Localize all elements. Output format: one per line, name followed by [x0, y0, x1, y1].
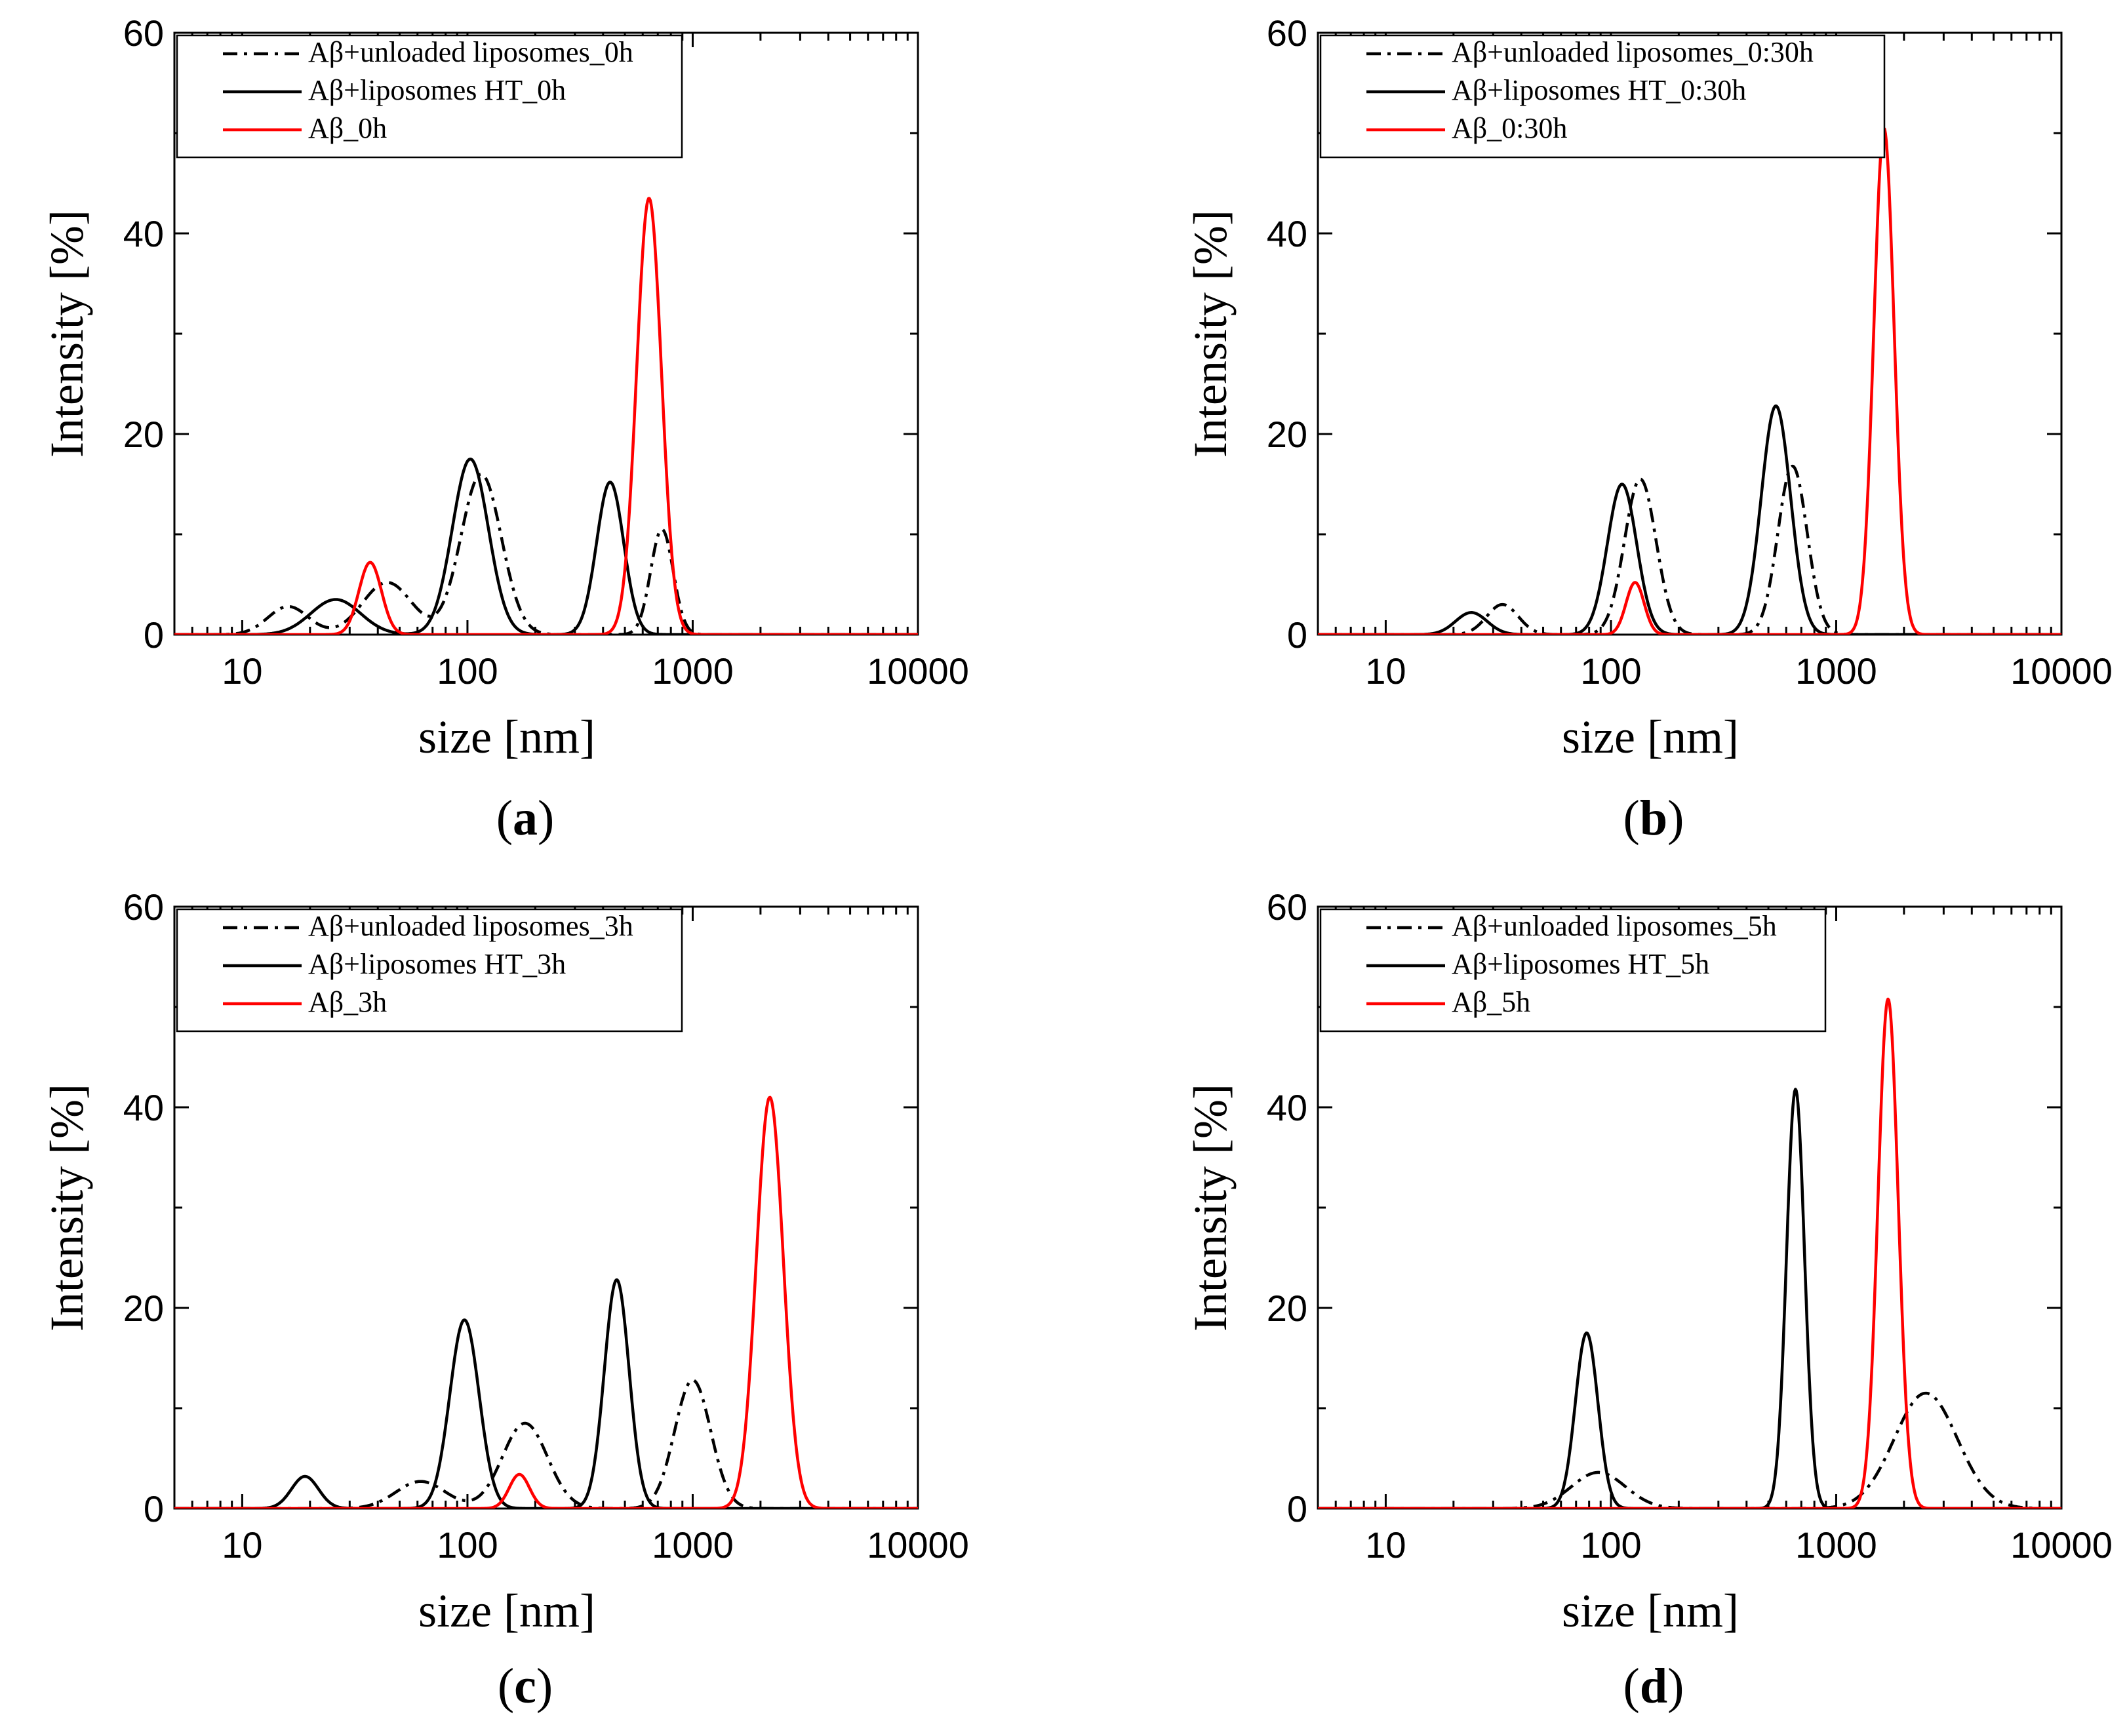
series-line-3 — [1318, 997, 2061, 1509]
series-line-1 — [174, 472, 918, 635]
x-tick-label: 100 — [1580, 650, 1641, 692]
x-tick-label: 1000 — [652, 1524, 734, 1566]
x-tick-label: 10 — [1365, 650, 1406, 692]
y-tick-label: 60 — [123, 886, 164, 928]
y-tick-label: 0 — [144, 1488, 164, 1529]
x-tick-label: 10000 — [2010, 650, 2113, 692]
y-tick-label: 20 — [1267, 1288, 1307, 1329]
x-tick-label: 10000 — [2010, 1524, 2113, 1566]
legend-label: Aβ+liposomes HT_0h — [308, 74, 566, 106]
legend-label: Aβ+unloaded liposomes_0:30h — [1452, 36, 1814, 68]
y-tick-label: 0 — [144, 614, 164, 656]
y-tick-label: 60 — [123, 12, 164, 54]
legend-label: Aβ+liposomes HT_5h — [1452, 948, 1709, 980]
y-tick-label: 40 — [1267, 1087, 1307, 1128]
y-axis-title: Intensity [%] — [41, 1084, 93, 1332]
legend-label: Aβ+unloaded liposomes_3h — [308, 910, 633, 942]
legend-label: Aβ+unloaded liposomes_5h — [1452, 910, 1777, 942]
y-tick-label: 0 — [1287, 614, 1307, 656]
panel-d: 10 100 1000 10000 0 20 40 60 size [nm] Intensity … — [1064, 868, 2127, 1736]
x-tick-label: 10000 — [867, 1524, 969, 1566]
chart-b: 10 100 1000 10000 0 20 40 60 size [nm] Intensity … — [1184, 12, 2113, 763]
chart-d: 10 100 1000 10000 0 20 40 60 size [nm] Intensity … — [1184, 886, 2113, 1637]
y-axis-title: Intensity [%] — [1184, 210, 1237, 458]
y-tick-label: 40 — [1267, 213, 1307, 254]
series-line-3 — [174, 197, 918, 635]
x-tick-label: 10 — [222, 650, 262, 692]
legend-label: Aβ+liposomes HT_3h — [308, 948, 566, 980]
y-tick-label: 60 — [1267, 886, 1307, 928]
x-tick-label: 10 — [1365, 1524, 1406, 1566]
y-tick-label: 20 — [123, 1288, 164, 1329]
panel-c: 10 100 1000 10000 0 20 40 60 size [nm] Intensity … — [0, 868, 1064, 1736]
series-line-3 — [174, 1095, 918, 1509]
x-axis-title: size [nm] — [418, 1585, 595, 1637]
panel-a: 10 100 1000 10000 0 20 40 60 size [nm] Intensity … — [0, 0, 1064, 868]
panel-label-d: (d) — [1623, 1659, 1684, 1714]
x-tick-label: 1000 — [1795, 1524, 1877, 1566]
legend-label: Aβ_0:30h — [1452, 112, 1567, 144]
x-tick-label: 10000 — [867, 650, 969, 692]
x-tick-label: 10 — [222, 1524, 262, 1566]
legend-label: Aβ_3h — [308, 986, 387, 1018]
panel-label-c: (c) — [497, 1659, 553, 1714]
panel-label-a: (a) — [496, 791, 555, 846]
legend-box — [176, 34, 683, 159]
legend-label: Aβ+unloaded liposomes_0h — [308, 36, 633, 68]
legend-label: Aβ_0h — [308, 112, 387, 144]
legend-label: Aβ_5h — [1452, 986, 1530, 1018]
x-axis-title: size [nm] — [1562, 711, 1739, 763]
y-axis-title: Intensity [%] — [1184, 1084, 1237, 1332]
y-tick-label: 40 — [123, 213, 164, 254]
chart-a: 10 100 1000 10000 0 20 40 60 size [nm] Intensity … — [41, 12, 969, 763]
x-axis-title: size [nm] — [418, 711, 595, 763]
series-line-1 — [174, 1378, 918, 1509]
series-line-1 — [1318, 464, 2061, 635]
series-line-2 — [1318, 1088, 2061, 1509]
series-line-2 — [1318, 404, 2061, 635]
y-tick-label: 60 — [1267, 12, 1307, 54]
x-tick-label: 1000 — [652, 650, 734, 692]
x-tick-label: 1000 — [1795, 650, 1877, 692]
x-tick-label: 100 — [437, 1524, 498, 1566]
y-tick-label: 20 — [123, 414, 164, 455]
series-line-2 — [174, 458, 918, 635]
panel-label-b: (b) — [1623, 791, 1684, 846]
y-axis-title: Intensity [%] — [41, 210, 93, 458]
series-line-3 — [1318, 127, 2061, 635]
series-line-2 — [174, 1278, 918, 1509]
panel-b: 10 100 1000 10000 0 20 40 60 size [nm] Intensity … — [1064, 0, 2127, 868]
y-tick-label: 40 — [123, 1087, 164, 1128]
y-tick-label: 20 — [1267, 414, 1307, 455]
series-line-1 — [1318, 1391, 2061, 1509]
x-tick-label: 100 — [437, 650, 498, 692]
legend-label: Aβ+liposomes HT_0:30h — [1452, 74, 1746, 106]
legend-box — [1319, 34, 1886, 159]
legend-box — [1319, 908, 1827, 1033]
x-axis-title: size [nm] — [1562, 1585, 1739, 1637]
chart-c: 10 100 1000 10000 0 20 40 60 size [nm] Intensity … — [41, 886, 969, 1637]
legend-box — [176, 908, 683, 1033]
y-tick-label: 0 — [1287, 1488, 1307, 1529]
x-tick-label: 100 — [1580, 1524, 1641, 1566]
